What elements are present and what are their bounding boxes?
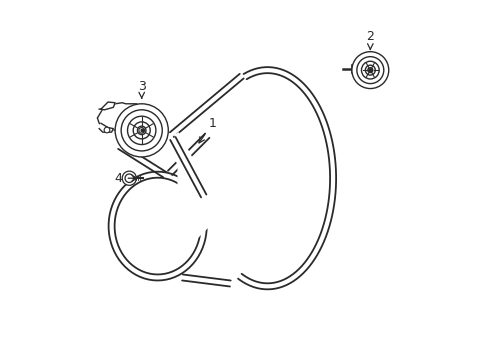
Circle shape [139,127,144,133]
Text: 3: 3 [138,80,145,98]
Circle shape [361,61,378,79]
Circle shape [356,57,383,84]
Circle shape [365,65,374,75]
Circle shape [104,127,110,133]
Polygon shape [99,123,113,132]
Circle shape [137,126,145,135]
Circle shape [133,122,150,139]
Circle shape [125,174,133,183]
Circle shape [122,171,136,185]
Text: 1: 1 [199,117,216,143]
Polygon shape [97,103,142,130]
Circle shape [121,110,162,151]
Text: 2: 2 [366,30,373,49]
Text: 4: 4 [115,172,137,185]
Circle shape [127,116,156,145]
Circle shape [367,68,372,73]
Polygon shape [99,102,115,110]
Circle shape [115,104,168,157]
Circle shape [351,52,388,89]
